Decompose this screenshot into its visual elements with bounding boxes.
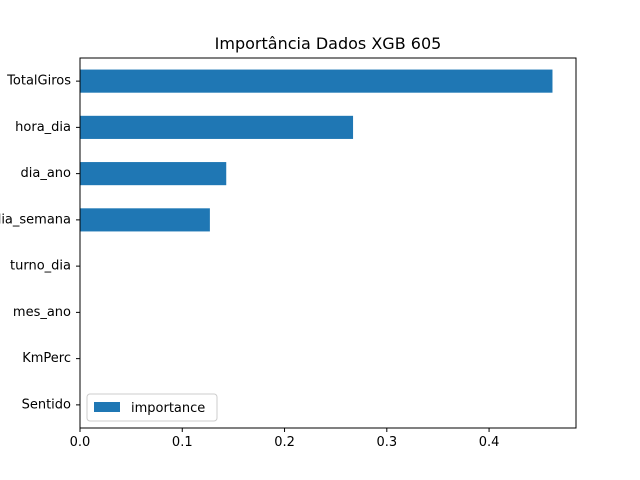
- x-tick-label: 0.4: [479, 435, 500, 450]
- y-tick-label: dia_semana: [0, 212, 71, 227]
- bar-TotalGiros: [80, 69, 553, 93]
- legend-box: [86, 393, 218, 422]
- x-axis-ticks: 0.0 0.1 0.2 0.3 0.4: [70, 428, 500, 450]
- y-tick-label: Sentido: [22, 397, 71, 412]
- y-tick-label: KmPerc: [22, 351, 71, 366]
- legend-label: importance: [131, 401, 205, 416]
- y-tick-label: turno_dia: [10, 259, 71, 274]
- legend-swatch: [94, 402, 120, 412]
- legend: importance: [86, 393, 218, 422]
- x-tick-label: 0.3: [376, 435, 397, 450]
- chart-title: Importância Dados XGB 605: [215, 34, 442, 53]
- x-tick-label: 0.1: [172, 435, 193, 450]
- plot-frame: [79, 57, 577, 429]
- x-tick-label: 0.2: [274, 435, 295, 450]
- bar-dia_semana: [80, 208, 210, 232]
- x-tick-label: 0.0: [70, 435, 91, 450]
- bars-group: [80, 69, 553, 232]
- y-axis-ticks: TotalGiros hora_dia dia_ano dia_semanaturno…: [0, 74, 80, 412]
- y-tick-label: mes_ano: [13, 305, 71, 320]
- y-tick-label: TotalGiros: [6, 74, 71, 89]
- bar-hora_dia: [80, 115, 354, 139]
- y-tick-label: dia_ano: [21, 166, 72, 181]
- y-tick-label: hora_dia: [15, 120, 71, 135]
- bar-dia_ano: [80, 162, 227, 186]
